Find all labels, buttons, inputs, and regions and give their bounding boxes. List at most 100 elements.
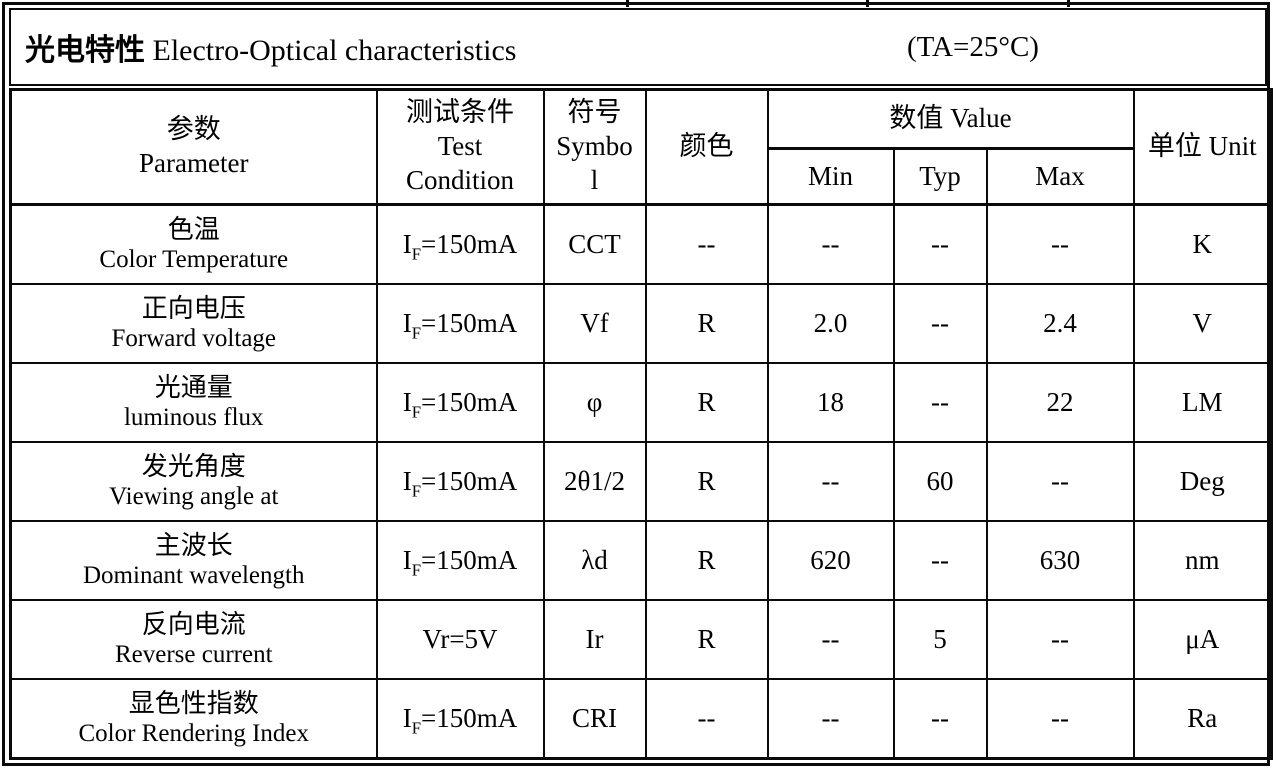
cell-min: -- bbox=[766, 678, 895, 760]
cell-max: -- bbox=[985, 599, 1135, 680]
header-parameter-en: Parameter bbox=[139, 148, 249, 178]
parameter-zh: 发光角度 bbox=[141, 451, 246, 481]
table-body: 色温 Color Temperature IF=150mA CCT -- -- -- -- K 正… bbox=[9, 203, 1273, 760]
parameter-en: Viewing angle at bbox=[109, 483, 279, 511]
cell-color: R bbox=[644, 283, 769, 364]
condition-post: =150mA bbox=[421, 545, 518, 575]
parameter-en: Color Temperature bbox=[99, 246, 289, 274]
cell-symbol: Vf bbox=[542, 283, 647, 364]
condition-post: =150mA bbox=[421, 466, 518, 496]
header-value: 数值 Value bbox=[766, 88, 1135, 150]
cell-symbol: CRI bbox=[542, 678, 647, 760]
condition-post: =150mA bbox=[421, 229, 518, 259]
cell-typ: -- bbox=[892, 283, 988, 364]
parameter-en: Forward voltage bbox=[111, 325, 277, 353]
cell-parameter: 光通量 luminous flux bbox=[9, 362, 378, 443]
condition-subscript: F bbox=[411, 244, 422, 264]
cell-unit: nm bbox=[1132, 520, 1273, 601]
datasheet-section: 光电特性 Electro-Optical characteristics (TA… bbox=[9, 8, 1274, 760]
header-color: 颜色 bbox=[644, 88, 769, 206]
parameter-en: Reverse current bbox=[114, 641, 273, 669]
condition-pre: I bbox=[402, 229, 412, 259]
condition-subscript: F bbox=[411, 560, 422, 580]
cell-symbol: 2θ1/2 bbox=[542, 441, 647, 522]
condition-pre: I bbox=[402, 466, 412, 496]
cell-test-condition: IF=150mA bbox=[375, 283, 545, 364]
cell-typ: 5 bbox=[892, 599, 988, 680]
header-symbol-en1: Symbo bbox=[556, 131, 633, 162]
cell-color: -- bbox=[644, 203, 769, 285]
cell-max: -- bbox=[985, 441, 1135, 522]
condition-post: =150mA bbox=[421, 703, 518, 733]
crop-artifact-tick bbox=[1067, 0, 1070, 7]
header-min: Min bbox=[766, 147, 895, 206]
header-parameter-zh: 参数 bbox=[166, 114, 221, 145]
header-max: Max bbox=[985, 147, 1135, 206]
cell-min: 2.0 bbox=[766, 283, 895, 364]
condition-pre: I bbox=[402, 308, 412, 338]
parameter-zh: 主波长 bbox=[154, 530, 233, 560]
cell-min: 18 bbox=[766, 362, 895, 443]
cell-typ: 60 bbox=[892, 441, 988, 522]
parameter-zh: 显色性指数 bbox=[128, 688, 259, 718]
parameter-en: Dominant wavelength bbox=[83, 562, 305, 590]
cell-symbol: CCT bbox=[542, 203, 647, 285]
condition-pre: I bbox=[402, 387, 412, 417]
header-symbol-zh: 符号 bbox=[567, 97, 622, 128]
header-test-condition-en1: Test bbox=[437, 131, 483, 162]
table-row: 光通量 luminous flux IF=150mA φ R 18 -- 22 LM bbox=[9, 362, 1273, 443]
cell-unit: V bbox=[1132, 283, 1273, 364]
cell-unit: Deg bbox=[1132, 441, 1273, 522]
section-title-zh: 光电特性 bbox=[25, 34, 145, 67]
table-row: 显色性指数 Color Rendering Index IF=150mA CRI -- -… bbox=[9, 678, 1273, 760]
cell-max: -- bbox=[985, 678, 1135, 760]
cell-min: -- bbox=[766, 599, 895, 680]
header-symbol: 符号 Symbo l bbox=[542, 88, 647, 206]
cell-parameter: 显色性指数 Color Rendering Index bbox=[9, 678, 378, 760]
ambient-temperature-note: (TA=25°C) bbox=[907, 30, 1039, 63]
cell-min: -- bbox=[766, 441, 895, 522]
cell-color: R bbox=[644, 441, 769, 522]
condition-post: =150mA bbox=[421, 308, 518, 338]
parameter-zh: 色温 bbox=[167, 214, 220, 244]
cell-symbol: Ir bbox=[542, 599, 647, 680]
cell-parameter: 发光角度 Viewing angle at bbox=[9, 441, 378, 522]
cell-test-condition: IF=150mA bbox=[375, 520, 545, 601]
cell-color: R bbox=[644, 362, 769, 443]
cell-max: 630 bbox=[985, 520, 1135, 601]
header-symbol-en2: l bbox=[590, 164, 599, 195]
cell-color: R bbox=[644, 599, 769, 680]
table-row: 主波长 Dominant wavelength IF=150mA λd R 620 -- 63… bbox=[9, 520, 1273, 601]
cell-parameter: 反向电流 Reverse current bbox=[9, 599, 378, 680]
cell-typ: -- bbox=[892, 678, 988, 760]
cell-test-condition: IF=150mA bbox=[375, 362, 545, 443]
cell-test-condition: IF=150mA bbox=[375, 678, 545, 760]
condition-subscript: F bbox=[411, 481, 422, 501]
header-test-condition-zh: 测试条件 bbox=[406, 97, 514, 128]
cell-typ: -- bbox=[892, 203, 988, 285]
header-test-condition: 测试条件 Test Condition bbox=[375, 88, 545, 206]
cell-parameter: 主波长 Dominant wavelength bbox=[9, 520, 378, 601]
cell-unit: LM bbox=[1132, 362, 1273, 443]
cell-symbol: φ bbox=[542, 362, 647, 443]
condition-subscript: F bbox=[411, 402, 422, 422]
header-parameter: 参数 Parameter bbox=[9, 88, 378, 206]
cell-unit: μA bbox=[1132, 599, 1273, 680]
condition-subscript: F bbox=[411, 323, 422, 343]
cell-min: 620 bbox=[766, 520, 895, 601]
parameter-zh: 反向电流 bbox=[141, 609, 246, 639]
cell-symbol: λd bbox=[542, 520, 647, 601]
table-row: 反向电流 Reverse current Vr=5V Ir R -- 5 -- μA bbox=[9, 599, 1273, 680]
section-title-bar: 光电特性 Electro-Optical characteristics (TA… bbox=[9, 8, 1267, 86]
header-test-condition-en2: Condition bbox=[405, 164, 514, 195]
table-header: 参数 Parameter 测试条件 Test Condition 符号 Symb… bbox=[9, 88, 1273, 206]
parameter-en: Color Rendering Index bbox=[78, 720, 309, 748]
cell-color: R bbox=[644, 520, 769, 601]
cell-parameter: 色温 Color Temperature bbox=[9, 203, 378, 285]
cell-test-condition: IF=150mA bbox=[375, 441, 545, 522]
parameter-zh: 正向电压 bbox=[141, 293, 246, 323]
cell-typ: -- bbox=[892, 520, 988, 601]
crop-artifact-tick bbox=[866, 0, 869, 7]
cell-max: -- bbox=[985, 203, 1135, 285]
cell-test-condition: IF=150mA bbox=[375, 203, 545, 285]
